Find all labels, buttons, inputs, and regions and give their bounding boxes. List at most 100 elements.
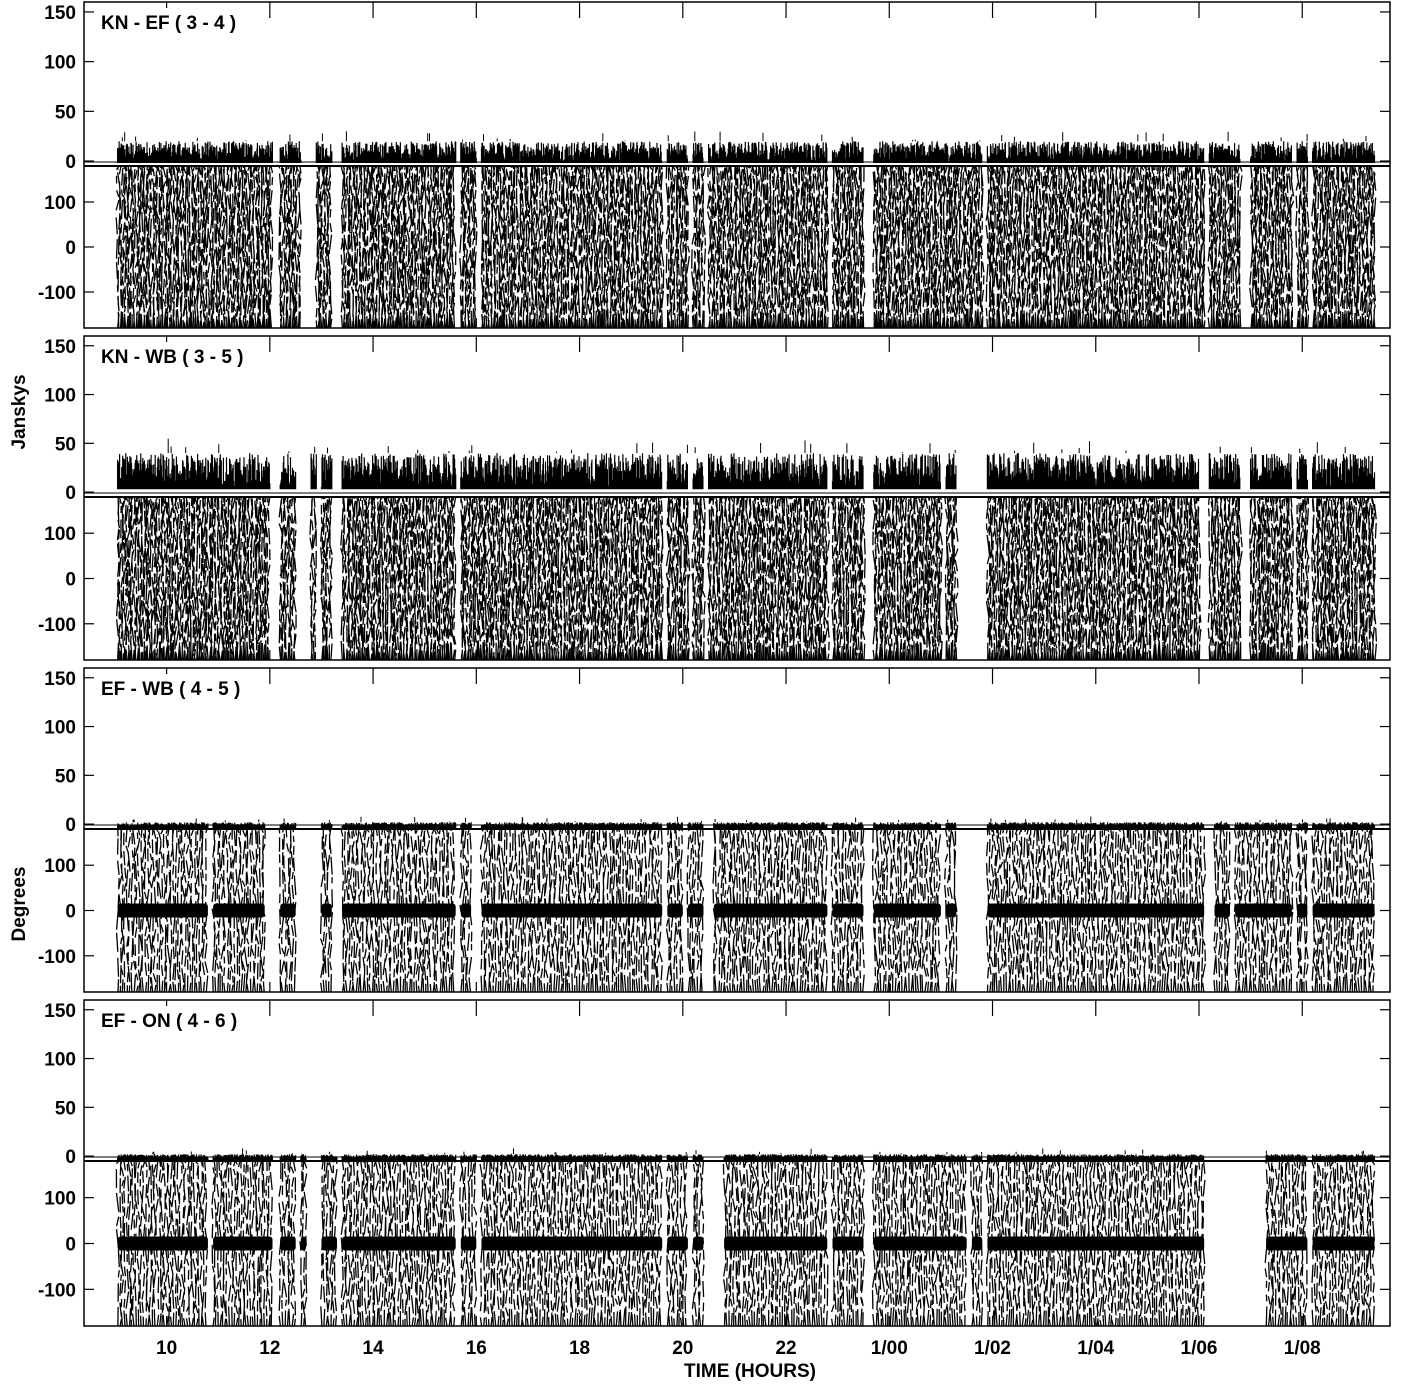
y-tick-label: 100 xyxy=(44,856,76,877)
phase-series xyxy=(115,1160,1376,1327)
panel-label-bg xyxy=(96,8,268,34)
y-tick-label: 100 xyxy=(44,193,76,214)
y-tick-label: 100 xyxy=(44,53,76,74)
phase-series xyxy=(115,165,1377,329)
phase-cluster xyxy=(832,903,864,918)
phase-cluster xyxy=(713,903,828,918)
panel-frame xyxy=(83,999,1391,1327)
x-tick-label: 20 xyxy=(672,1338,693,1359)
x-axis: 10 12 14 16 18 20 22 1/00 1/02 1/04 1/06 1/08 xyxy=(156,1338,1321,1359)
panel-label: EF - ON ( 4 - 6 ) xyxy=(101,1011,237,1032)
phase-cluster xyxy=(688,903,704,918)
panels-group: 0 50 100 150 -100 0 100 KN - EF ( 3 - 4 ) 0 50 100… xyxy=(38,1,1391,1327)
phase-cluster xyxy=(342,1236,456,1251)
phase-cluster xyxy=(1297,903,1308,918)
x-tick-label: 1/02 xyxy=(974,1338,1011,1359)
y-tick-label: 150 xyxy=(44,337,76,358)
phase-cluster xyxy=(1214,903,1230,918)
y-tick-label: 150 xyxy=(44,3,76,24)
phase-cluster xyxy=(724,1236,828,1251)
x-axis-title: TIME (HOURS) xyxy=(684,1361,816,1382)
x-tick-label: 10 xyxy=(156,1338,177,1359)
panel: 0 50 100 150 -100 0 100 KN - WB ( 3 - 5 ) xyxy=(38,335,1391,661)
phase-cluster xyxy=(832,1236,864,1251)
x-tick-label: 18 xyxy=(569,1338,590,1359)
amplitude-spikes xyxy=(132,816,1331,823)
phase-cluster xyxy=(481,903,663,918)
y-tick-label: 50 xyxy=(55,102,76,123)
x-tick-label: 1/04 xyxy=(1077,1338,1114,1359)
y-tick-label: 100 xyxy=(44,1050,76,1071)
phase-cluster xyxy=(213,1236,273,1251)
panel-label: KN - EF ( 3 - 4 ) xyxy=(101,13,236,34)
phase-cluster xyxy=(1312,903,1375,918)
phase-cluster xyxy=(460,1236,477,1251)
phase-cluster xyxy=(971,1236,983,1251)
panel-label-bg xyxy=(96,1006,268,1032)
panel: 0 50 100 150 -100 0 100 EF - ON ( 4 - 6 ) xyxy=(38,999,1391,1327)
x-tick-label: 12 xyxy=(259,1338,280,1359)
phase-cluster xyxy=(117,903,208,918)
y-axis-title-phase: Degrees xyxy=(9,867,30,942)
y-tick-label: 100 xyxy=(44,1189,76,1210)
phase-cluster xyxy=(321,903,332,918)
phase-cluster xyxy=(693,1236,704,1251)
phase-cluster xyxy=(667,903,683,918)
y-tick-label: 0 xyxy=(65,152,76,173)
y-tick-label: 0 xyxy=(65,483,76,504)
amplitude-spikes xyxy=(152,1148,1364,1155)
y-tick-label: 0 xyxy=(65,902,76,923)
phase-cluster xyxy=(460,903,472,918)
y-tick-label: 0 xyxy=(65,1235,76,1256)
phase-cluster xyxy=(873,903,941,918)
y-tick-label: 150 xyxy=(44,1001,76,1022)
y-tick-label: -100 xyxy=(38,1280,76,1301)
y-tick-label: 100 xyxy=(44,524,76,545)
phase-cluster xyxy=(987,1236,1205,1251)
panel-label-bg xyxy=(96,342,268,368)
x-tick-label: 1/06 xyxy=(1181,1338,1218,1359)
y-tick-label: 100 xyxy=(44,718,76,739)
amplitude-series xyxy=(117,141,1376,163)
y-tick-label: 100 xyxy=(44,386,76,407)
y-tick-label: 150 xyxy=(44,669,76,690)
y-tick-label: -100 xyxy=(38,947,76,968)
phase-cluster xyxy=(300,1236,306,1251)
phase-cluster xyxy=(873,1236,967,1251)
panel: 0 50 100 150 -100 0 100 KN - EF ( 3 - 4 ) xyxy=(38,1,1391,329)
x-tick-label: 22 xyxy=(775,1338,796,1359)
panel: 0 50 100 150 -100 0 100 EF - WB ( 4 - 5 ) xyxy=(38,667,1391,993)
y-tick-label: -100 xyxy=(38,283,76,304)
amplitude-series xyxy=(117,453,1376,490)
phase-cluster xyxy=(1312,1236,1375,1251)
x-tick-label: 1/00 xyxy=(871,1338,908,1359)
phase-cluster xyxy=(667,1236,688,1251)
y-tick-label: 0 xyxy=(65,570,76,591)
phase-cluster xyxy=(213,903,265,918)
y-axis-title-amplitude: Janskys xyxy=(9,374,30,449)
y-tick-label: 0 xyxy=(65,238,76,259)
phase-cluster xyxy=(117,1236,208,1251)
phase-cluster xyxy=(321,1236,337,1251)
amplitude-spikes xyxy=(167,438,1346,454)
panel-label-bg xyxy=(96,674,268,700)
phase-cluster xyxy=(987,903,1205,918)
y-tick-label: -100 xyxy=(38,615,76,636)
phase-cluster xyxy=(280,1236,296,1251)
phase-cluster xyxy=(1266,1236,1308,1251)
phase-cluster xyxy=(280,903,296,918)
phase-cluster xyxy=(1235,903,1292,918)
x-tick-label: 1/08 xyxy=(1284,1338,1321,1359)
panel-label: EF - WB ( 4 - 5 ) xyxy=(101,679,240,700)
amplitude-spikes xyxy=(121,131,1367,142)
x-tick-label: 16 xyxy=(466,1338,487,1359)
y-tick-label: 50 xyxy=(55,434,76,455)
panel-label: KN - WB ( 3 - 5 ) xyxy=(101,347,244,368)
y-tick-label: 50 xyxy=(55,766,76,787)
x-tick-label: 14 xyxy=(363,1338,385,1359)
phase-cluster xyxy=(481,1236,663,1251)
y-tick-label: 0 xyxy=(65,1147,76,1168)
y-tick-label: 50 xyxy=(55,1098,76,1119)
y-tick-label: 0 xyxy=(65,815,76,836)
